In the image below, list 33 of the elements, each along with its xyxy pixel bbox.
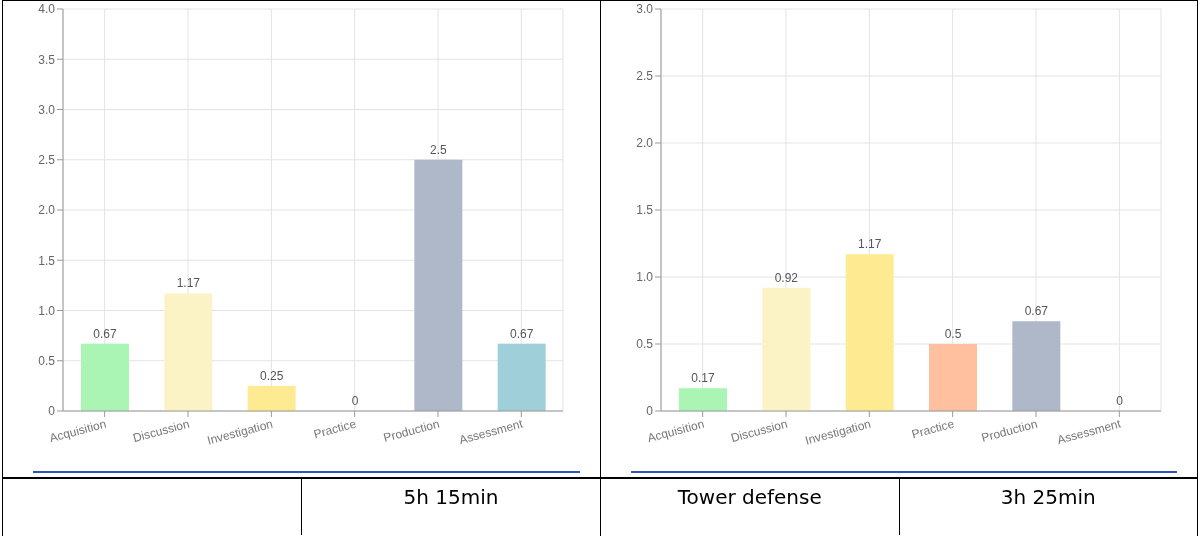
x-tick-label: Practice (312, 416, 358, 442)
y-tick-label: 2.5 (636, 69, 654, 84)
data-label: 1.17 (857, 237, 882, 252)
data-label: 0.25 (259, 368, 284, 383)
x-tick-label: Practice (910, 416, 956, 442)
y-tick-label: 1.0 (636, 270, 654, 285)
data-label: 0.5 (944, 327, 962, 341)
y-tick-label: 1.5 (636, 203, 654, 218)
data-label: 0.17 (691, 371, 715, 386)
y-tick-label: 0 (48, 404, 56, 419)
data-label: 0 (1116, 394, 1124, 408)
data-label: 0.67 (93, 326, 117, 341)
data-label: 2.5 (429, 142, 447, 157)
data-label: 0.92 (774, 270, 799, 285)
y-tick-label: 4.0 (38, 2, 56, 17)
data-label: 0.67 (1024, 304, 1049, 319)
text: Tower defense (676, 484, 823, 511)
y-tick-label: 3.0 (636, 2, 654, 17)
data-label: 1.17 (176, 276, 201, 291)
y-tick-label: 0.5 (38, 354, 56, 369)
y-tick-label: 2.0 (38, 203, 56, 218)
y-tick-label: 2.0 (636, 136, 654, 151)
text: 5h 15min (301, 479, 600, 535)
y-tick-label: 0 (646, 404, 654, 419)
y-tick-label: 0.5 (636, 337, 654, 352)
text: 3h 25min (898, 479, 1197, 535)
y-tick-label: 3.5 (38, 52, 56, 67)
y-tick-label: 1.5 (38, 253, 56, 268)
data-label: 0 (351, 394, 359, 408)
data-label: 0.67 (509, 326, 534, 341)
y-tick-label: 1.0 (38, 303, 56, 318)
y-tick-label: 2.5 (38, 153, 56, 168)
y-tick-label: 3.0 (38, 102, 56, 117)
